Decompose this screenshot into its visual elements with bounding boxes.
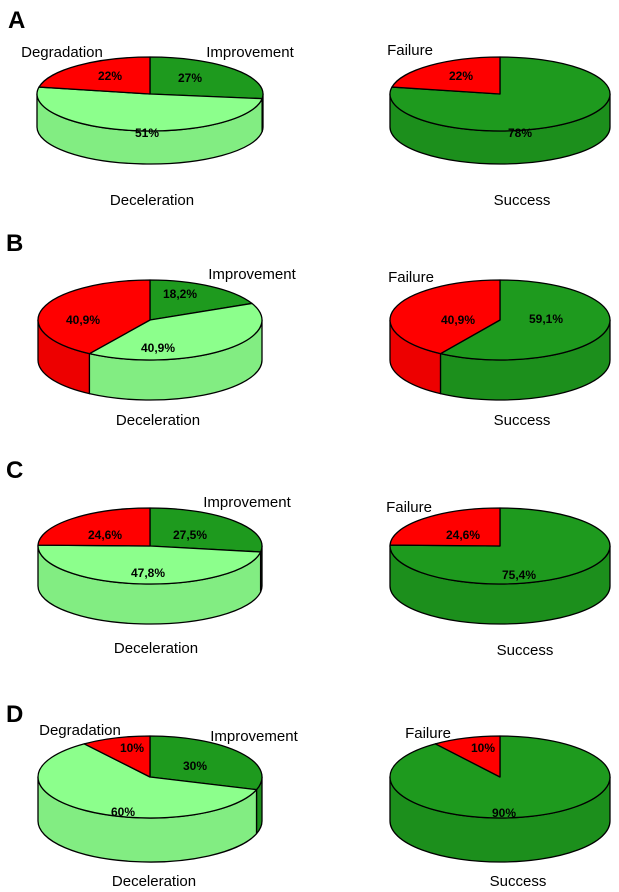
pie-chart-2: 78% 22% Success Failure	[387, 42, 611, 209]
slice-value-label: 24,6%	[88, 528, 122, 542]
pie-slice-deceleration	[37, 544, 262, 585]
slice-category-label: Improvement	[206, 44, 294, 61]
slice-category-label: Success	[490, 873, 547, 890]
slice-value-label: 60%	[111, 805, 135, 819]
slice-value-label: 75,4%	[502, 568, 536, 582]
pie-slice-improvement	[149, 507, 263, 553]
slice-value-label: 27,5%	[173, 528, 207, 542]
pie-chart-6: 75,4% 24,6% Success Failure	[386, 499, 611, 659]
pie-slice-degradation	[38, 56, 151, 95]
slice-category-label: Failure	[386, 499, 432, 516]
pie-slice-failure	[389, 279, 501, 355]
slice-category-label: Deceleration	[114, 640, 198, 657]
slice-value-label: 27%	[178, 71, 202, 85]
pie-slice-failure	[391, 56, 501, 95]
slice-category-label: Improvement	[210, 728, 298, 745]
slice-value-label: 10%	[471, 741, 495, 755]
slice-category-label: Degradation	[39, 722, 121, 739]
pie-slice-deceleration	[36, 86, 263, 132]
slice-value-label: 47,8%	[131, 566, 165, 580]
slice-value-label: 59,1%	[529, 312, 563, 326]
slice-value-label: 30%	[183, 759, 207, 773]
slice-value-label: 18,2%	[163, 287, 197, 301]
slice-value-label: 40,9%	[66, 313, 100, 327]
slice-category-label: Improvement	[208, 266, 296, 283]
slice-value-label: 22%	[449, 69, 473, 83]
slice-category-label: Deceleration	[110, 192, 194, 209]
pie-chart-5: 27,5% 47,8% 24,6% Improvement Deceleration C	[6, 457, 292, 657]
panel-letter: A	[8, 7, 25, 34]
slice-category-label: Failure	[387, 42, 433, 59]
slice-value-label: 78%	[508, 126, 532, 140]
pie-slice-improvement	[149, 56, 264, 100]
pie-slice-success	[439, 279, 611, 361]
slice-value-label: 90%	[492, 806, 516, 820]
panel-letter: B	[6, 230, 23, 257]
slice-value-label: 40,9%	[141, 341, 175, 355]
pie-slice-failure	[389, 507, 501, 547]
slice-value-label: 40,9%	[441, 313, 475, 327]
pie-chart-8: 90% 10% Success Failure	[389, 725, 611, 890]
slice-category-label: Failure	[405, 725, 451, 742]
pie-slice-deceleration	[37, 743, 258, 819]
slice-category-label: Improvement	[203, 494, 291, 511]
slice-category-label: Success	[497, 642, 554, 659]
pie-slice-failure	[434, 735, 501, 778]
pie-slice-deceleration	[88, 302, 263, 361]
pie-chart-4: 59,1% 40,9% Success Failure	[388, 269, 611, 429]
pie-chart-1: 27% 51% 22% Improvement Deceleration Degradat…	[8, 7, 295, 209]
slice-category-label: Success	[494, 412, 551, 429]
slice-value-label: 51%	[135, 126, 159, 140]
slice-category-label: Deceleration	[112, 873, 196, 890]
slice-value-label: 22%	[98, 69, 122, 83]
slice-category-label: Failure	[388, 269, 434, 286]
slice-category-label: Success	[494, 192, 551, 209]
panel-letter: C	[6, 457, 23, 484]
panel-letter: D	[6, 701, 23, 728]
pie-chart-7: 30% 60% 10% Improvement Deceleration Degradat…	[6, 701, 299, 890]
pie-slice-improvement	[149, 735, 263, 791]
pie-chart-3: 18,2% 40,9% 40,9% Improvement Deceleration B	[6, 230, 297, 429]
pie-slice-improvement	[149, 279, 253, 321]
slice-category-label: Deceleration	[116, 412, 200, 429]
pie-slice-degradation	[37, 507, 151, 547]
slice-value-label: 10%	[120, 741, 144, 755]
pie-slice-degradation	[83, 735, 151, 778]
slice-value-label: 24,6%	[446, 528, 480, 542]
slice-category-label: Degradation	[21, 44, 103, 61]
pie-slice-degradation	[37, 279, 151, 355]
